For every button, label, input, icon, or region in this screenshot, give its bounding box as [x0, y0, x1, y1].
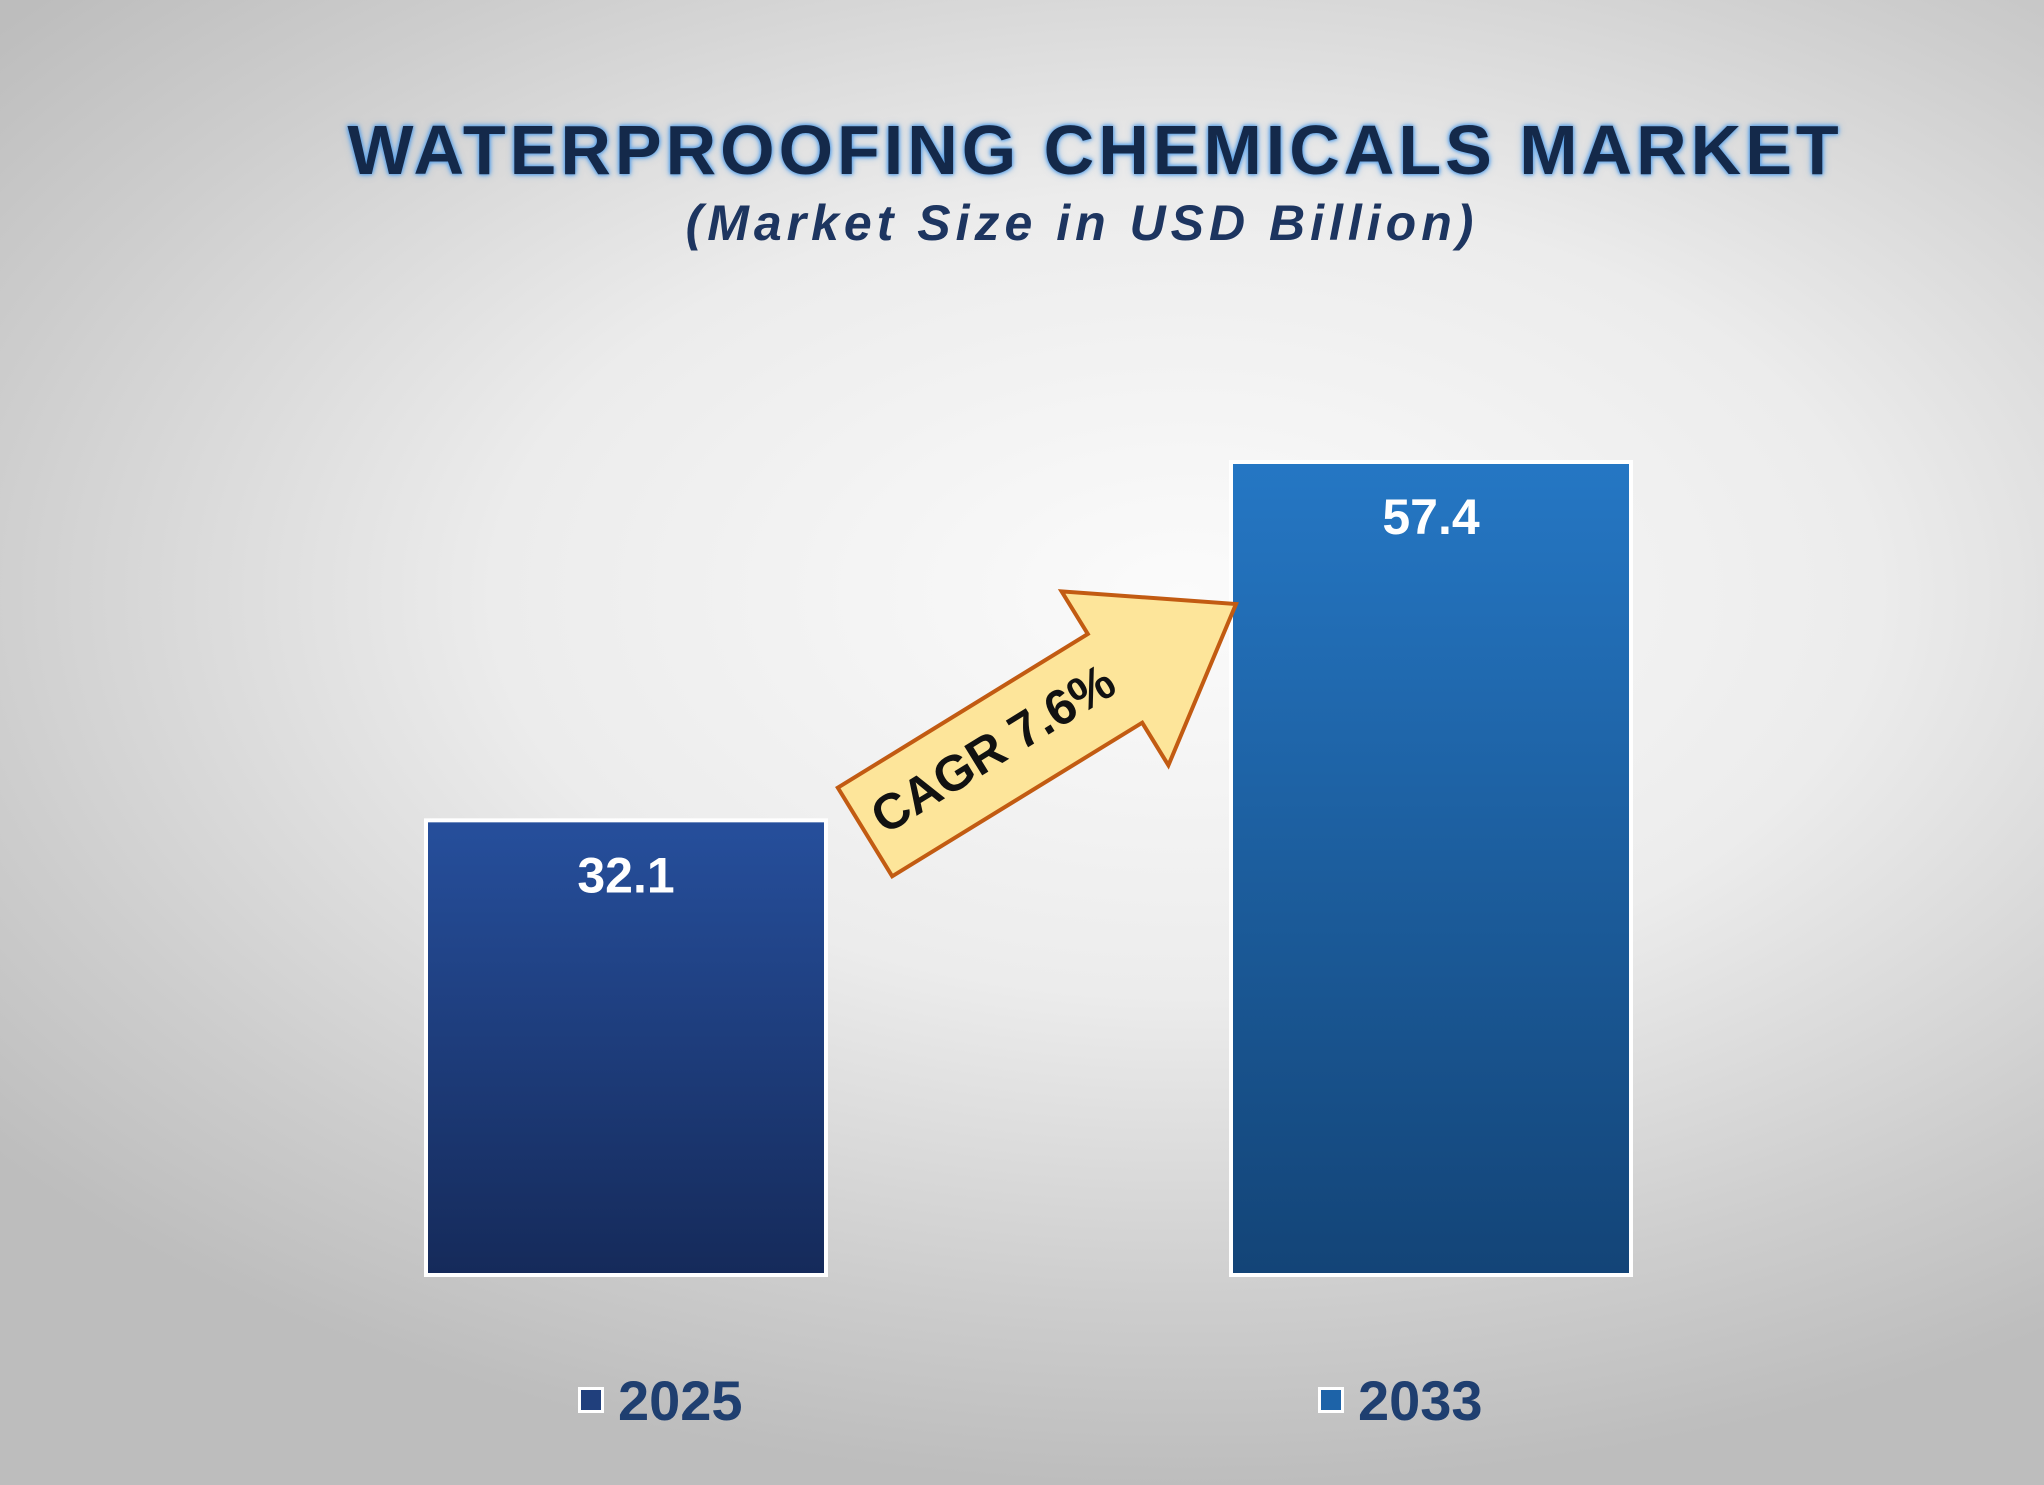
cagr-arrow-shape	[835, 589, 1239, 880]
bar-2025	[424, 818, 828, 1277]
legend-swatch	[578, 1387, 604, 1413]
bar-2033	[1229, 460, 1633, 1277]
legend-item-2033: 2033	[1318, 1365, 1483, 1435]
data-label-2025: 32.1	[577, 847, 674, 903]
chart-title: WATERPROOFING CHEMICALS MARKET	[347, 111, 1843, 189]
legend-item-2025: 2025	[578, 1365, 743, 1435]
chart-subtitle: (Market Size in USD Billion)	[685, 195, 1479, 251]
cagr-arrow: CAGR 7.6%	[835, 589, 1239, 880]
legend-swatch	[1318, 1387, 1344, 1413]
legend-label: 2033	[1358, 1368, 1483, 1432]
legend-label: 2025	[618, 1368, 743, 1432]
data-label-2033: 57.4	[1382, 489, 1480, 545]
